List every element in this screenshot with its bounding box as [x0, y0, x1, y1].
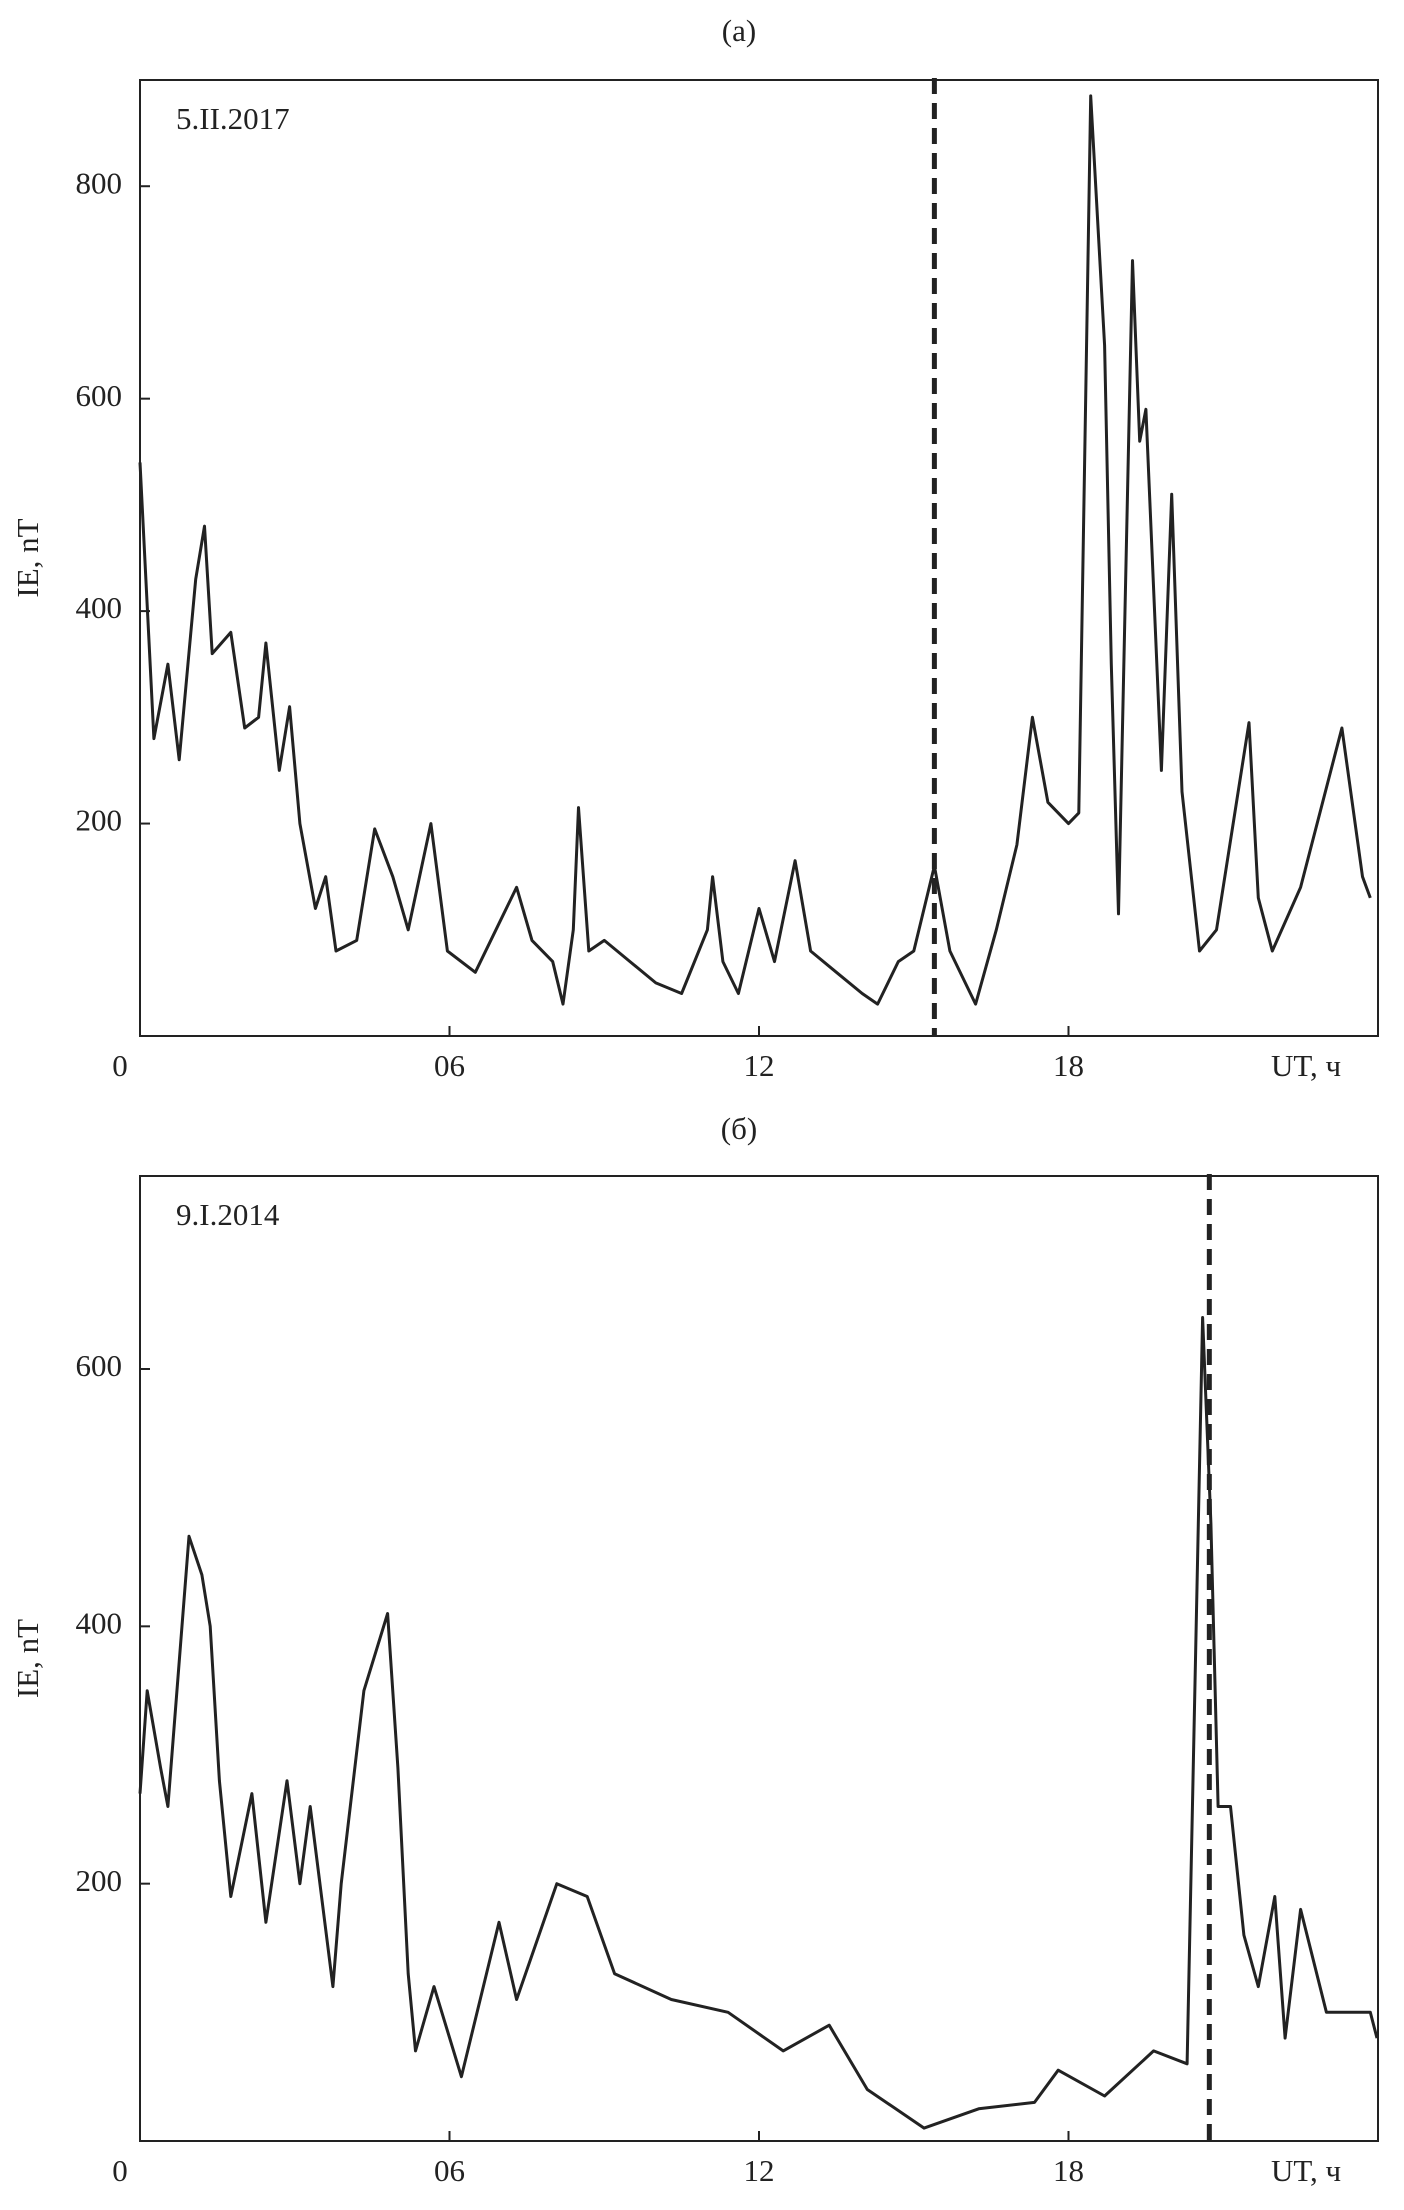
x-tick-label: 18	[1053, 2153, 1084, 2188]
x-tick-label: 06	[434, 2153, 465, 2188]
y-tick-label: 600	[76, 1348, 123, 1383]
x-tick-label: 0	[112, 2153, 128, 2188]
data-line	[138, 1316, 1379, 2130]
x-axis-label: UT, ч	[1271, 1048, 1341, 1083]
x-axis-label: UT, ч	[1271, 2153, 1341, 2188]
chart-title: (б)	[721, 1111, 757, 1146]
y-axis-label: IE, nT	[10, 1619, 45, 1698]
x-tick-label: 12	[744, 2153, 775, 2188]
x-tick-label: 06	[434, 1048, 465, 1083]
chart-title: (a)	[722, 13, 756, 48]
x-tick-label: 18	[1053, 1048, 1084, 1083]
data-line	[138, 94, 1372, 1006]
y-axis-label: IE, nT	[10, 518, 45, 597]
x-tick-label: 0	[112, 1048, 128, 1083]
annotation: 9.I.2014	[176, 1197, 280, 1232]
y-tick-label: 400	[76, 590, 123, 625]
y-tick-label: 200	[76, 1863, 123, 1898]
x-tick-label: 12	[744, 1048, 775, 1083]
y-tick-label: 800	[76, 165, 123, 200]
y-tick-label: 400	[76, 1605, 123, 1640]
y-tick-label: 600	[76, 378, 123, 413]
plot-frame	[139, 1175, 1379, 2142]
y-tick-label: 200	[76, 803, 123, 838]
annotation: 5.II.2017	[176, 101, 290, 136]
